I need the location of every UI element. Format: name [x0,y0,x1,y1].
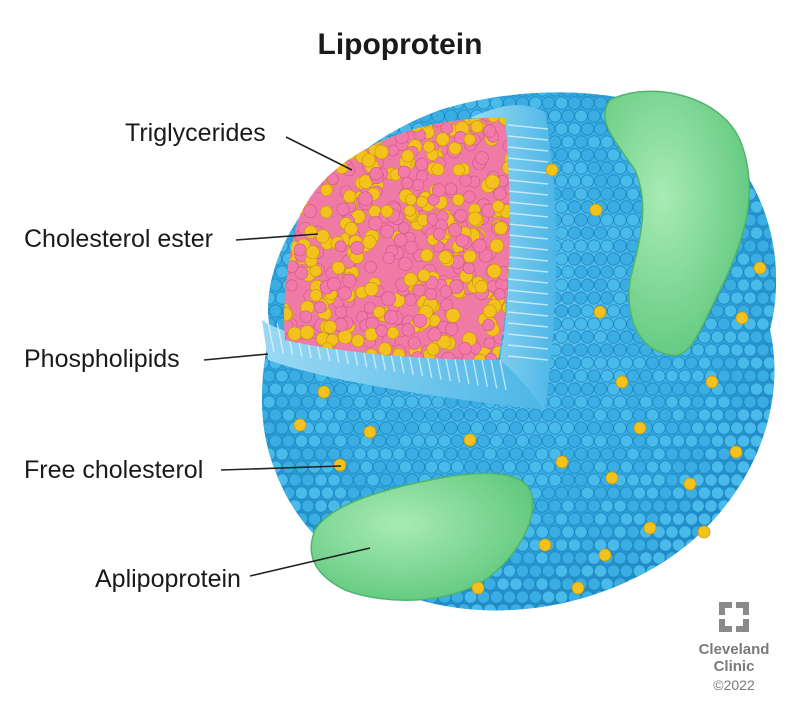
label-free-cholesterol: Free cholesterol [24,456,204,484]
page-title: Lipoprotein [317,28,483,61]
leader-line-cholesterol-ester [235,233,319,241]
copyright: ©2022 [713,677,755,693]
apolipoprotein-top-right [604,90,750,357]
leader-line-phospholipids [203,353,269,361]
label-phospholipids: Phospholipids [24,345,180,373]
label-triglycerides: Triglycerides [125,119,266,147]
logo-line-2: Clinic [713,658,755,675]
cleveland-clinic-logo: Cleveland Clinic ©2022 [692,602,776,695]
label-apolipoprotein: Aplipoprotein [95,565,241,593]
phospholipid-tails-band [262,320,545,410]
logo-line-1: Cleveland [698,641,770,658]
apolipoprotein-bottom-left [310,472,534,601]
cleveland-clinic-mark-icon [719,602,749,632]
leader-line-apolipoprotein [249,547,371,577]
label-cholesterol-ester: Cholesterol ester [24,225,213,253]
free-cholesterol-molecules [293,163,767,595]
core-molecules [284,117,510,360]
leader-line-triglycerides [285,136,353,171]
leader-line-free-cholesterol [220,465,342,471]
